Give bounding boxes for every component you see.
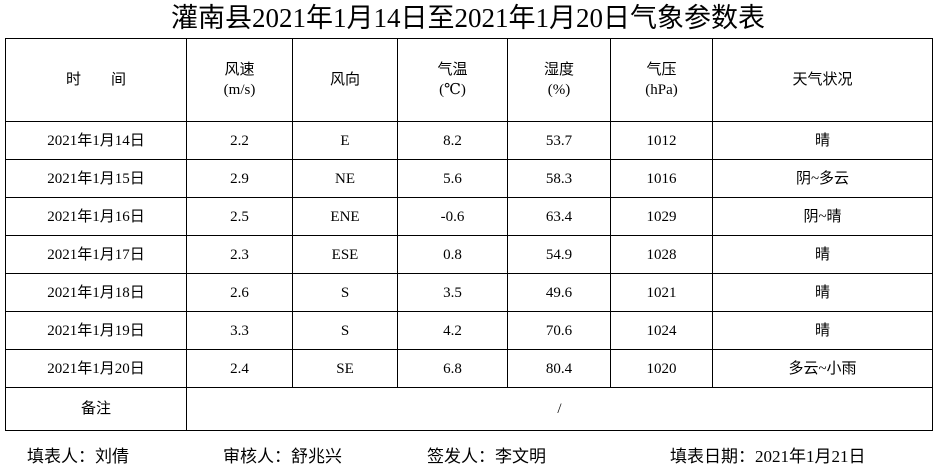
cell: 1020: [610, 349, 713, 388]
weather-table: 时 间 风速 (m/s) 风向 气温 (℃) 湿度 (%) 气压 (hPa) 天气状况 2021年1月…: [5, 38, 933, 431]
remark-row: 备注 /: [5, 387, 933, 431]
cell: 2.2: [186, 121, 293, 160]
cell: 2.3: [186, 235, 293, 274]
cell: 1016: [610, 159, 713, 198]
cell: 80.4: [507, 349, 611, 388]
cell: S: [292, 273, 398, 312]
header-text: 气温: [437, 62, 468, 78]
data-row: 2021年1月20日 2.4 SE 6.8 80.4 1020 多云~小雨: [5, 349, 933, 388]
data-row: 2021年1月14日 2.2 E 8.2 53.7 1012 晴: [5, 121, 933, 160]
header-text: 湿度: [543, 62, 574, 78]
cell: 2.5: [186, 197, 293, 236]
title: 灌南县2021年1月14日至2021年1月20日气象参数表: [171, 3, 765, 33]
header-text: (℃): [439, 82, 466, 98]
cell: -0.6: [397, 197, 508, 236]
cell: 1021: [610, 273, 713, 312]
cell: 0.8: [397, 235, 508, 274]
cell: 2021年1月19日: [5, 311, 187, 350]
cell: 晴: [712, 235, 933, 274]
footer: 填表人：刘倩 审核人：舒兆兴 签发人：李文明 填表日期：2021年1月21日: [0, 440, 936, 466]
cell: 晴: [712, 121, 933, 160]
footer-item: 签发人：李文明: [427, 447, 546, 466]
cell: 3.5: [397, 273, 508, 312]
cell: 54.9: [507, 235, 611, 274]
header-text: 时 间: [65, 72, 126, 88]
header-cell: 气温 (℃): [397, 38, 508, 122]
cell: 阴~多云: [712, 159, 933, 198]
cell: 6.8: [397, 349, 508, 388]
header-text: (%): [547, 82, 571, 98]
cell: E: [292, 121, 398, 160]
cell: 53.7: [507, 121, 611, 160]
data-row: 2021年1月18日 2.6 S 3.5 49.6 1021 晴: [5, 273, 933, 312]
cell: 4.2: [397, 311, 508, 350]
cell: 70.6: [507, 311, 611, 350]
remark-label: 备注: [5, 387, 187, 431]
header-row: 时 间 风速 (m/s) 风向 气温 (℃) 湿度 (%) 气压 (hPa) 天气状况: [5, 38, 933, 122]
cell: 2.6: [186, 273, 293, 312]
header-cell: 气压 (hPa): [610, 38, 713, 122]
cell: ESE: [292, 235, 398, 274]
footer-item: 审核人：舒兆兴: [223, 447, 342, 466]
header-text: 风向: [329, 72, 360, 88]
cell: 1029: [610, 197, 713, 236]
cell: 晴: [712, 311, 933, 350]
cell: 2021年1月15日: [5, 159, 187, 198]
cell: S: [292, 311, 398, 350]
cell: 2.9: [186, 159, 293, 198]
cell: 2021年1月18日: [5, 273, 187, 312]
footer-item: 填表人：刘倩: [27, 447, 129, 466]
header-cell: 天气状况: [712, 38, 933, 122]
remark-value: /: [186, 387, 933, 431]
header-text: 气压: [646, 62, 677, 78]
cell: 2021年1月17日: [5, 235, 187, 274]
cell: 2.4: [186, 349, 293, 388]
data-row: 2021年1月15日 2.9 NE 5.6 58.3 1016 阴~多云: [5, 159, 933, 198]
cell: ENE: [292, 197, 398, 236]
header-cell: 湿度 (%): [507, 38, 611, 122]
cell: 2021年1月16日: [5, 197, 187, 236]
cell: 多云~小雨: [712, 349, 933, 388]
data-row: 2021年1月19日 3.3 S 4.2 70.6 1024 晴: [5, 311, 933, 350]
cell: 3.3: [186, 311, 293, 350]
data-row: 2021年1月17日 2.3 ESE 0.8 54.9 1028 晴: [5, 235, 933, 274]
cell: 63.4: [507, 197, 611, 236]
data-row: 2021年1月16日 2.5 ENE -0.6 63.4 1029 阴~晴: [5, 197, 933, 236]
header-cell: 风速 (m/s): [186, 38, 293, 122]
header-text: (m/s): [223, 82, 256, 98]
cell: 1028: [610, 235, 713, 274]
cell: 8.2: [397, 121, 508, 160]
header-text: (hPa): [645, 82, 678, 98]
cell: 2021年1月20日: [5, 349, 187, 388]
footer-item: 填表日期：2021年1月21日: [670, 447, 866, 466]
cell: 2021年1月14日: [5, 121, 187, 160]
cell: 1024: [610, 311, 713, 350]
cell: SE: [292, 349, 398, 388]
header-text: 风速: [224, 62, 255, 78]
cell: 阴~晴: [712, 197, 933, 236]
cell: 49.6: [507, 273, 611, 312]
cell: 58.3: [507, 159, 611, 198]
cell: 5.6: [397, 159, 508, 198]
cell: 1012: [610, 121, 713, 160]
header-cell: 风向: [292, 38, 398, 122]
header-cell: 时 间: [5, 38, 187, 122]
cell: NE: [292, 159, 398, 198]
cell: 晴: [712, 273, 933, 312]
header-text: 天气状况: [792, 72, 853, 88]
